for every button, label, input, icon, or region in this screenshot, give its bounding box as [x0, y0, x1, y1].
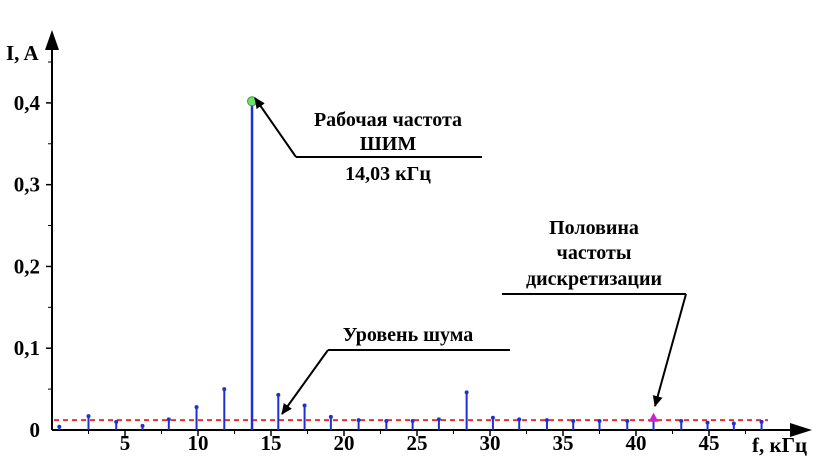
stem-head-13: [410, 419, 415, 424]
stem-head-5: [194, 405, 199, 410]
x-tick-label-10: 10: [188, 431, 209, 455]
stems: [57, 101, 764, 430]
annotation-half-line2: частоты: [557, 242, 632, 264]
stem-head-24: [705, 420, 710, 425]
stem-head-1: [86, 414, 91, 419]
stem-head-6: [222, 387, 227, 392]
stem-head-0: [57, 424, 62, 429]
annotation-noise-level: Уровень шума: [281, 324, 510, 415]
stem-head-18: [544, 418, 549, 423]
stem-head-26: [759, 419, 764, 424]
stem-head-9: [302, 403, 307, 408]
annotation-noise-arrow: [281, 349, 329, 415]
annotation-pwm-line2: ШИМ: [360, 133, 417, 155]
annotation-half-arrow: [652, 293, 687, 407]
stem-head-17: [517, 417, 522, 422]
annotation-half-line3: дискретизации: [526, 268, 662, 290]
annotation-pwm-frequency: Рабочая частота ШИМ 14,03 кГц: [254, 97, 482, 185]
stem-head-21: [625, 419, 630, 424]
x-axis-arrow: [790, 423, 812, 437]
annotation-pwm-arrow: [254, 97, 297, 158]
y-tick-label-1: 0,1: [14, 336, 40, 360]
x-tick-label-20: 20: [334, 431, 355, 455]
x-axis-label: f, кГц: [752, 433, 807, 457]
x-tick-label-40: 40: [626, 431, 647, 455]
stem-head-3: [140, 423, 145, 428]
ticks: [46, 61, 746, 436]
stem-head-15: [464, 390, 469, 395]
stem-head-11: [356, 418, 361, 423]
stem-head-14: [436, 417, 441, 422]
stem-head-8: [276, 392, 281, 397]
annotation-half-line1: Половина: [549, 217, 639, 239]
x-tick-label-15: 15: [261, 431, 282, 455]
x-tick-label-25: 25: [407, 431, 428, 455]
stem-head-20: [597, 419, 602, 424]
stem-head-10: [328, 414, 333, 419]
stem-head-25: [731, 421, 736, 426]
stem-head-4: [166, 417, 171, 422]
x-tick-label-30: 30: [480, 431, 501, 455]
y-axis-arrow: [45, 30, 59, 50]
annotation-pwm-line3: 14,03 кГц: [345, 163, 431, 185]
stem-head-2: [114, 419, 119, 424]
stem-head-19: [571, 419, 576, 424]
x-tick-label-5: 5: [120, 431, 131, 455]
annotation-noise-text: Уровень шума: [343, 324, 474, 346]
x-tick-label-35: 35: [553, 431, 574, 455]
stem-head-23: [679, 419, 684, 424]
tick-labels: 5 10 15 20 25 30 35 40 45 0 0,1 0,2 0,3 0,4: [14, 91, 720, 455]
x-tick-label-45: 45: [699, 431, 720, 455]
half-frequency-marker: [648, 412, 659, 422]
axes: [45, 30, 812, 437]
annotation-pwm-line1: Рабочая частота: [314, 109, 462, 131]
y-axis-label: I, A: [6, 41, 40, 65]
stem-head-16: [490, 415, 495, 420]
y-tick-label-3: 0,3: [14, 173, 40, 197]
y-tick-label-2: 0,2: [14, 254, 40, 278]
annotations: Рабочая частота ШИМ 14,03 кГц Уровень шу…: [254, 97, 687, 415]
y-tick-label-0: 0: [30, 418, 41, 442]
annotation-half-sampling: Половина частоты дискретизации: [502, 217, 687, 407]
y-tick-label-4: 0,4: [14, 91, 41, 115]
stem-head-12: [384, 419, 389, 424]
